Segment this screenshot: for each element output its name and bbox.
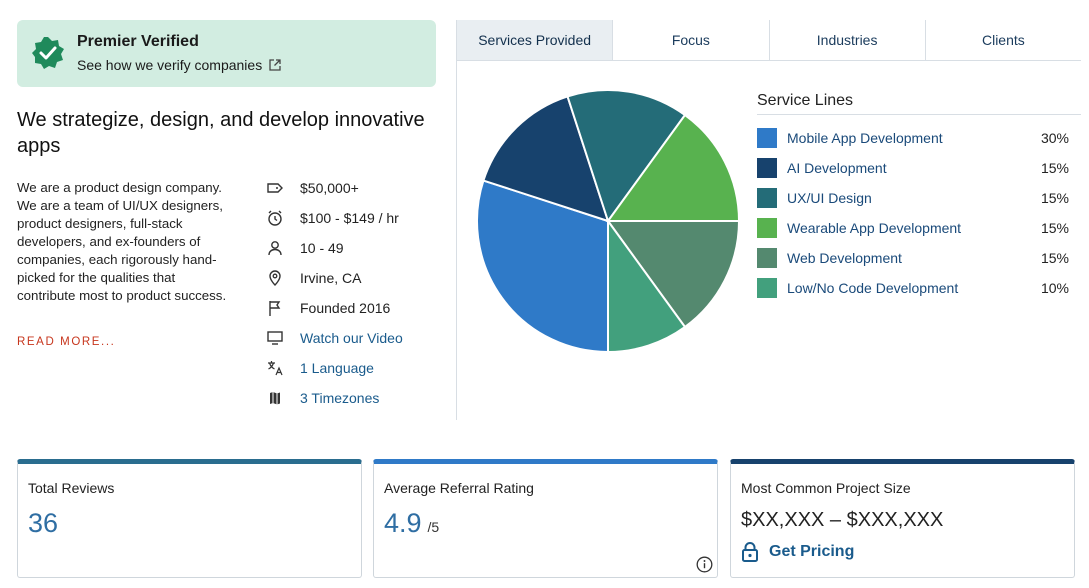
service-line-percent: 15% [1040, 220, 1069, 236]
service-line-label[interactable]: Mobile App Development [787, 130, 943, 146]
legend-swatch [757, 188, 777, 208]
fact-language[interactable]: 1 Language [266, 356, 374, 380]
map-icon [270, 392, 280, 405]
service-tabs: Services Provided Focus Industries Clien… [457, 20, 1081, 61]
translate-icon [268, 361, 283, 376]
tab-clients[interactable]: Clients [981, 32, 1025, 48]
fact-employees: 10 - 49 [266, 236, 344, 260]
referral-rating-value: 4.9 [384, 508, 422, 538]
total-reviews-card: Total Reviews 36 [17, 459, 362, 578]
fact-min-project: $50,000+ [266, 176, 359, 200]
external-link-icon [269, 59, 281, 71]
service-lines-title: Service Lines [757, 92, 854, 109]
legend-swatch [757, 248, 777, 268]
service-line-item: Low/No Code Development 10% [757, 276, 1069, 300]
flag-icon [269, 301, 281, 316]
verify-link-label[interactable]: See how we verify companies [77, 57, 263, 73]
column-divider [456, 20, 457, 420]
service-line-percent: 15% [1040, 250, 1069, 266]
fact-hourly-rate: $100 - $149 / hr [266, 206, 399, 230]
legend-swatch [757, 218, 777, 238]
tab-focus[interactable]: Focus [613, 20, 770, 60]
person-icon [268, 241, 282, 256]
project-size-range: $XX,XXX – $XXX,XXX [741, 509, 944, 531]
verified-seal-icon [32, 37, 64, 69]
pie-slice-low-no-code-development [607, 217, 687, 354]
service-line-item: Mobile App Development 30% [757, 126, 1069, 150]
service-line-label[interactable]: AI Development [787, 160, 887, 176]
watch-video-link[interactable]: Watch our Video [300, 330, 403, 346]
service-line-label[interactable]: Web Development [787, 250, 902, 266]
project-size-title: Most Common Project Size [741, 480, 911, 496]
clock-icon [268, 210, 282, 226]
service-lines-divider [757, 114, 1081, 115]
premier-verified-badge: Premier Verified See how we verify compa… [17, 20, 436, 87]
referral-rating-card: Average Referral Rating 4.9/5 [373, 459, 718, 578]
fact-timezones[interactable]: 3 Timezones [266, 386, 379, 410]
pie-slice-mobile-app-development [476, 179, 609, 354]
get-pricing-label[interactable]: Get Pricing [769, 543, 855, 560]
service-line-label[interactable]: Wearable App Development [787, 220, 962, 236]
legend-swatch [757, 278, 777, 298]
legend-swatch [757, 128, 777, 148]
service-lines-pie-chart [476, 89, 741, 354]
pie-slice-ux-ui-design [566, 89, 687, 224]
fact-founded: Founded 2016 [266, 296, 390, 320]
pie-slice-wearable-app-development [606, 113, 741, 222]
service-line-item: Web Development 15% [757, 246, 1069, 270]
timezones-link[interactable]: 3 Timezones [300, 390, 380, 406]
total-reviews-title: Total Reviews [28, 480, 115, 496]
service-line-item: UX/UI Design 15% [757, 186, 1069, 210]
fact-video[interactable]: Watch our Video [266, 326, 403, 350]
service-line-percent: 10% [1040, 280, 1069, 296]
service-line-percent: 15% [1040, 190, 1069, 206]
fact-location: Irvine, CA [266, 266, 361, 290]
service-line-item: Wearable App Development 15% [757, 216, 1069, 240]
language-link[interactable]: 1 Language [300, 360, 374, 376]
location-pin-icon [269, 270, 281, 286]
service-line-item: AI Development 15% [757, 156, 1069, 180]
tab-services-provided[interactable]: Services Provided [457, 20, 614, 60]
referral-rating-title: Average Referral Rating [384, 480, 534, 496]
referral-rating-scale: /5 [427, 519, 440, 535]
get-pricing-button[interactable]: Get Pricing [741, 541, 854, 563]
company-tagline: We strategize, design, and develop innov… [17, 109, 425, 157]
service-line-label[interactable]: UX/UI Design [787, 190, 872, 206]
project-size-card: Most Common Project Size $XX,XXX – $XXX,… [730, 459, 1075, 578]
info-icon[interactable] [696, 556, 713, 573]
tag-icon [267, 183, 283, 193]
pie-slice-web-development [606, 220, 741, 329]
legend-swatch [757, 158, 777, 178]
read-more-link[interactable]: READ MORE... [17, 336, 116, 348]
monitor-icon [267, 331, 283, 345]
lock-icon [742, 542, 758, 562]
service-line-percent: 15% [1040, 160, 1069, 176]
service-line-label[interactable]: Low/No Code Development [787, 280, 959, 296]
total-reviews-value: 36 [28, 508, 59, 538]
verify-companies-link[interactable]: See how we verify companies [77, 57, 282, 73]
badge-title: Premier Verified [77, 33, 199, 50]
company-description: We are a product design company. We are … [17, 180, 227, 303]
referral-rating-score: 4.9/5 [384, 508, 439, 539]
service-line-percent: 30% [1040, 130, 1069, 146]
tab-industries[interactable]: Industries [770, 20, 926, 60]
